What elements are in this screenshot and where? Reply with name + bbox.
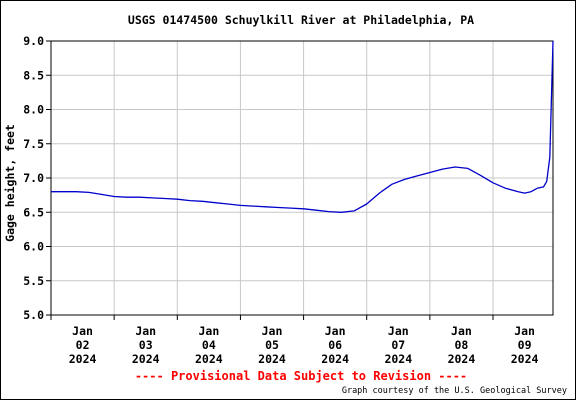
x-tick-label: 2024	[384, 352, 412, 366]
y-tick-label: 7.0	[23, 171, 44, 185]
y-tick-label: 9.0	[23, 34, 44, 48]
y-tick-label: 5.5	[23, 274, 44, 288]
x-tick-label: 04	[202, 338, 216, 352]
data-point	[492, 182, 493, 183]
data-point	[543, 186, 544, 187]
y-axis: 5.0 5.5 6.0 6.5 7.0 7.5 8.0 8.5 9.0	[23, 34, 51, 322]
data-point	[546, 181, 547, 182]
data-point	[202, 201, 203, 202]
y-axis-label: Gage height, feet	[3, 124, 17, 242]
data-point	[404, 179, 405, 180]
data-point	[316, 210, 317, 211]
x-tick-label: 06	[328, 338, 342, 352]
y-tick-label: 6.5	[23, 205, 44, 219]
y-tick-label: 6.0	[23, 240, 44, 254]
x-tick-label: Jan	[198, 324, 219, 338]
data-point	[442, 168, 443, 169]
x-tick-label: 2024	[258, 352, 286, 366]
data-point	[189, 200, 190, 201]
data-point	[480, 175, 481, 176]
data-point	[177, 199, 178, 200]
gage-height-line	[51, 40, 554, 213]
data-point	[455, 166, 456, 167]
data-point	[126, 197, 127, 198]
x-tick-label: 07	[391, 338, 405, 352]
data-point	[353, 210, 354, 211]
data-point	[265, 206, 266, 207]
x-tick-label: 2024	[511, 352, 539, 366]
data-point	[164, 198, 165, 199]
data-point	[341, 212, 342, 213]
data-point	[417, 175, 418, 176]
data-point	[252, 205, 253, 206]
x-tick-label: 2024	[132, 352, 160, 366]
data-point	[530, 191, 531, 192]
x-tick-label: Jan	[72, 324, 93, 338]
data-point	[240, 205, 241, 206]
x-tick-label: 05	[265, 338, 279, 352]
data-point	[328, 211, 329, 212]
x-tick-label: 2024	[195, 352, 223, 366]
data-point	[552, 40, 553, 41]
data-point	[505, 188, 506, 189]
usgs-credit: Graph courtesy of the U.S. Geological Su…	[342, 386, 567, 396]
data-point	[537, 188, 538, 189]
data-point	[391, 184, 392, 185]
y-tick-label: 7.5	[23, 137, 44, 151]
series-layer	[50, 40, 554, 213]
data-point	[366, 203, 367, 204]
data-point	[215, 202, 216, 203]
data-point	[88, 192, 89, 193]
x-tick-label: Jan	[388, 324, 409, 338]
x-tick-label: Jan	[514, 324, 535, 338]
x-tick-label: Jan	[451, 324, 472, 338]
data-point	[303, 208, 304, 209]
x-tick-label: 08	[455, 338, 469, 352]
x-tick-label: 03	[139, 338, 153, 352]
y-tick-label: 8.5	[23, 68, 44, 82]
x-axis: Jan022024Jan032024Jan042024Jan052024Jan0…	[50, 315, 539, 366]
data-point	[227, 203, 228, 204]
data-point	[151, 197, 152, 198]
data-point	[278, 207, 279, 208]
data-point	[114, 196, 115, 197]
data-point	[290, 208, 291, 209]
data-point	[50, 191, 51, 192]
x-tick-label: Jan	[262, 324, 283, 338]
data-point	[101, 194, 102, 195]
x-tick-label: 09	[518, 338, 532, 352]
data-point	[76, 191, 77, 192]
grid	[51, 40, 553, 316]
data-point	[139, 197, 140, 198]
data-point	[524, 192, 525, 193]
data-point	[467, 168, 468, 169]
data-point	[429, 172, 430, 173]
data-point	[379, 192, 380, 193]
data-point	[518, 191, 519, 192]
y-tick-label: 8.0	[23, 103, 44, 117]
x-tick-label: Jan	[325, 324, 346, 338]
x-tick-label: 2024	[321, 352, 349, 366]
data-point	[549, 157, 550, 158]
x-tick-label: 02	[76, 338, 90, 352]
chart-title: USGS 01474500 Schuylkill River at Philad…	[128, 13, 474, 27]
data-point	[63, 191, 64, 192]
x-tick-label: 2024	[69, 352, 97, 366]
x-tick-label: Jan	[135, 324, 156, 338]
x-tick-label: 2024	[448, 352, 476, 366]
provisional-notice: ---- Provisional Data Subject to Revisio…	[135, 369, 467, 383]
y-tick-label: 5.0	[23, 308, 44, 322]
